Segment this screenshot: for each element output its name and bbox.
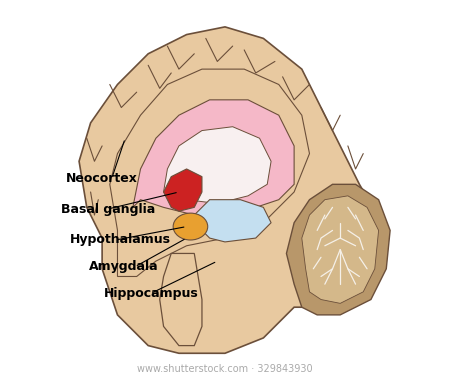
Text: www.shutterstock.com · 329843930: www.shutterstock.com · 329843930 xyxy=(137,364,313,374)
Polygon shape xyxy=(163,169,202,211)
Polygon shape xyxy=(133,100,294,215)
Polygon shape xyxy=(79,27,386,353)
Ellipse shape xyxy=(173,213,208,240)
Polygon shape xyxy=(302,196,378,303)
Text: Hippocampus: Hippocampus xyxy=(104,287,199,300)
Polygon shape xyxy=(160,253,202,346)
Text: Hypothalamus: Hypothalamus xyxy=(69,233,171,247)
Polygon shape xyxy=(110,69,310,276)
Text: Basal ganglia: Basal ganglia xyxy=(61,203,155,216)
Polygon shape xyxy=(194,200,271,242)
Text: Neocortex: Neocortex xyxy=(66,172,138,185)
Polygon shape xyxy=(287,184,390,315)
Polygon shape xyxy=(163,127,271,204)
Text: Amygdala: Amygdala xyxy=(89,260,158,273)
